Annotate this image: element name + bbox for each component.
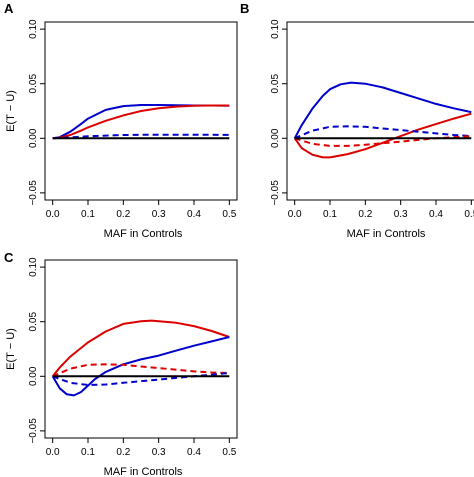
panel-c-y-tick-label: 0.05 [28, 312, 39, 332]
panel-a-y-tick-label: 0.10 [28, 19, 39, 39]
panel-c-x-tick-label: 0.2 [116, 447, 130, 458]
panel-b-series-line [293, 112, 472, 159]
panel-a-x-tick-label: 0.4 [187, 209, 201, 220]
panel-c-y-tick-label: 0.10 [28, 257, 39, 277]
panel-c-series-line [51, 319, 230, 377]
panel-b-y-tick-label: 0.00 [270, 128, 281, 148]
panel-c-x-tick-label: 0.3 [152, 447, 166, 458]
panel-b-series-line [294, 135, 472, 147]
panel-c-y-tick-label: −0.05 [28, 418, 39, 444]
panel-c-series-line [51, 336, 230, 397]
panel-b-plot-frame [286, 21, 474, 201]
panel-a-ylabel: E(T − U) [5, 90, 17, 132]
panel-b-series-line [294, 125, 472, 140]
panel-a-label: A [4, 1, 14, 16]
panel-b-x-tick-label: 0.1 [323, 209, 337, 220]
panel-c-plot-frame [44, 259, 238, 439]
panel-c-series-line [52, 372, 230, 386]
panel-c-x-tick-label: 0.4 [187, 447, 201, 458]
panel-a-x-tick-label: 0.1 [81, 209, 95, 220]
panel-b-y-tick-label: −0.05 [270, 180, 281, 206]
panel-b-label: B [240, 1, 249, 16]
panel-c-series-line [52, 363, 230, 378]
panel-a-x-tick-label: 0.5 [222, 209, 236, 220]
panel-b-x-tick-label: 0.4 [429, 209, 443, 220]
panel-c-x-tick-label: 0.1 [81, 447, 95, 458]
panel-a-xlabel: MAF in Controls [104, 228, 183, 240]
panel-a-y-tick-label: 0.00 [28, 128, 39, 148]
panel-b-series-line [293, 81, 472, 139]
panel-a-x-tick-label: 0.3 [152, 209, 166, 220]
panel-c-ylabel: E(T − U) [5, 328, 17, 370]
panel-b-xlabel: MAF in Controls [347, 228, 426, 240]
panel-c-x-tick-label: 0.0 [46, 447, 60, 458]
panel-b-x-tick-label: 0.0 [288, 209, 302, 220]
panel-a-plot-frame [44, 21, 238, 201]
panel-a-series-line [52, 104, 230, 140]
panel-c-y-tick-label: 0.00 [28, 366, 39, 386]
panel-b-x-tick-label: 0.5 [464, 209, 474, 220]
panel-a-x-tick-label: 0.2 [116, 209, 130, 220]
panel-c-label: C [4, 250, 14, 265]
panel-b: B MAF in Controls 0.0 0.1 0.2 0.3 0.4 0.5 −0.0… [240, 1, 474, 240]
panel-a-x-tick-label: 0.0 [46, 209, 60, 220]
panel-a-y-tick-label: 0.05 [28, 74, 39, 94]
panel-c-x-tick-label: 0.5 [222, 447, 236, 458]
panel-b-x-tick-label: 0.2 [358, 209, 372, 220]
panel-c: C E(T − U) MAF in Controls 0.0 0.1 0.2 0.3 0… [4, 250, 238, 477]
panel-c-xlabel: MAF in Controls [104, 466, 183, 477]
panel-b-y-tick-label: 0.10 [270, 19, 281, 39]
panel-a-y-tick-label: −0.05 [28, 180, 39, 206]
panel-b-y-tick-label: 0.05 [270, 74, 281, 94]
panel-a: A E(T − U) MAF in Controls 0.0 0.1 0.2 0.3 0… [4, 1, 238, 240]
panel-b-x-tick-label: 0.3 [394, 209, 408, 220]
